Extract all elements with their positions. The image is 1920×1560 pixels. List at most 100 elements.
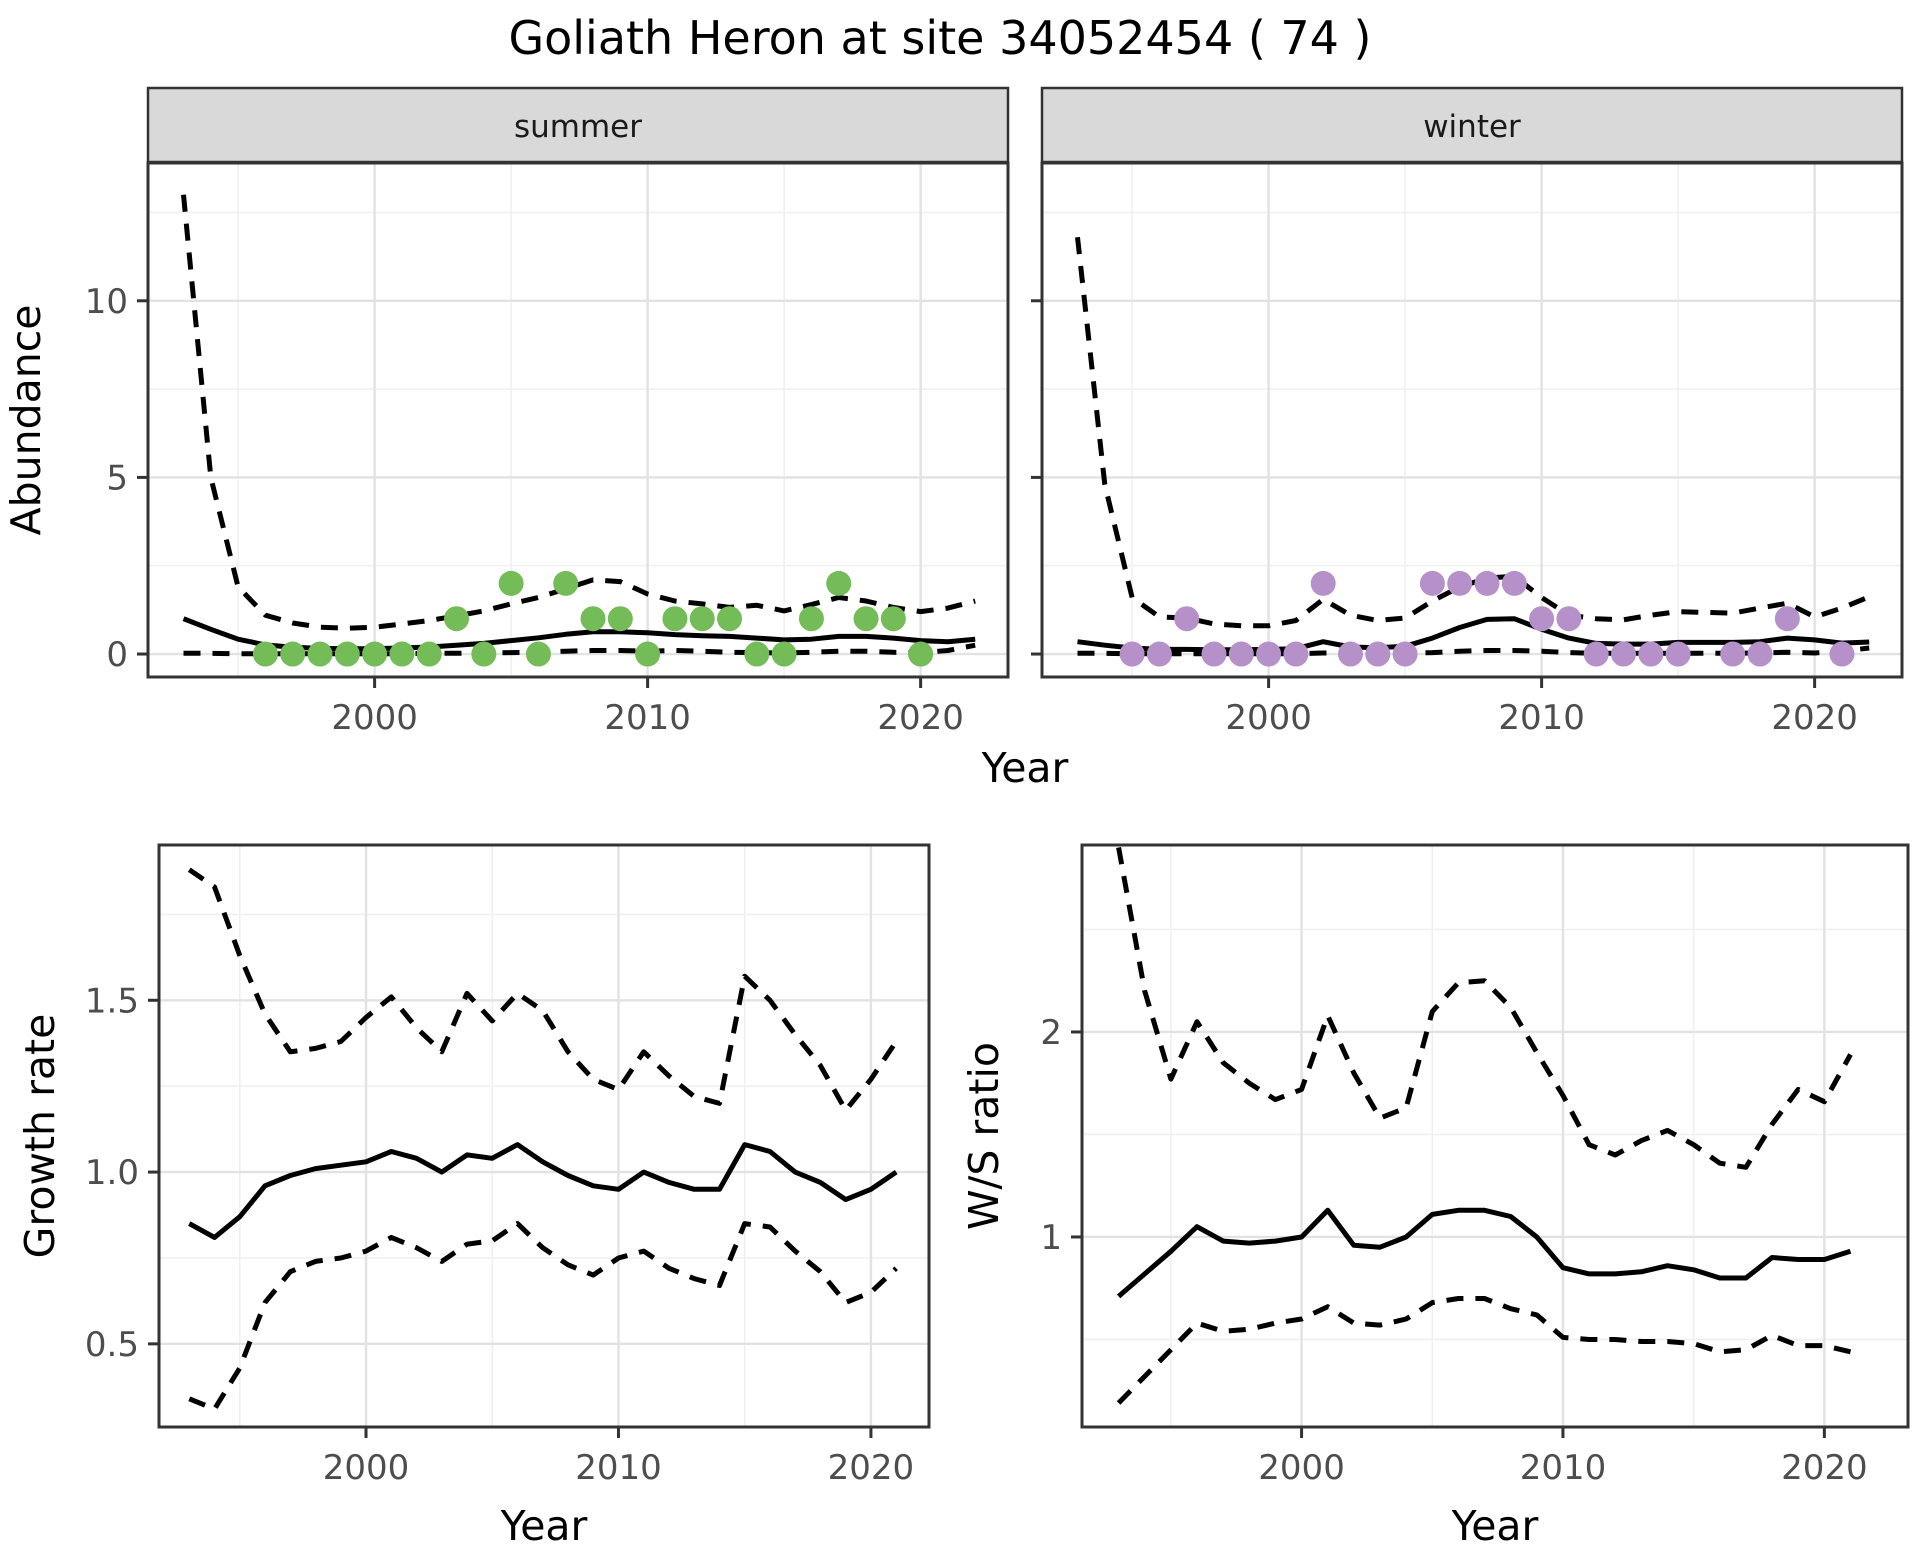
facet-strip-winter-box (1040, 86, 1904, 164)
series-lines (187, 867, 899, 1412)
data-point (662, 606, 688, 632)
growth-x-axis-title: Year (500, 1502, 588, 1550)
data-point (1474, 570, 1500, 596)
ci-lower-line (188, 1221, 898, 1412)
data-point (1720, 641, 1746, 667)
panel-border (1080, 843, 1910, 1429)
series-lines (181, 194, 976, 667)
panel-growth-rate: 2000 2010 2020 0.5 1.0 1.5 (85, 843, 931, 1488)
x-tick-label: 2020 (828, 1448, 915, 1488)
x-tick-label: 2000 (323, 1448, 410, 1488)
x-tick-label: 2000 (1258, 1448, 1345, 1488)
ws-y-axis-title: W/S ratio (960, 1042, 1008, 1230)
ws-x-axis-title: Year (1451, 1502, 1539, 1550)
data-point (1747, 641, 1773, 667)
data-point (1283, 641, 1309, 667)
data-point (416, 641, 442, 667)
y-tick-label: 5 (106, 458, 128, 498)
y-tick-label: 10 (85, 282, 128, 322)
data-point (471, 641, 497, 667)
data-point (1638, 641, 1664, 667)
ci-upper-line (1116, 847, 1853, 1170)
data-point (880, 606, 906, 632)
data-point (307, 641, 333, 667)
data-point (1419, 570, 1445, 596)
data-point (853, 606, 879, 632)
data-point (525, 641, 551, 667)
data-point (908, 641, 934, 667)
x-tick-label: 2020 (1771, 698, 1858, 738)
x-tick-label: 2010 (1520, 1448, 1607, 1488)
panel-background (1042, 163, 1902, 677)
data-point (1365, 641, 1391, 667)
abundance-x-axis-title: Year (981, 744, 1069, 792)
data-point (498, 570, 524, 596)
data-point (1119, 641, 1145, 667)
data-point (1583, 641, 1609, 667)
x-tick-label: 2020 (1781, 1448, 1868, 1488)
panel-border (157, 843, 931, 1429)
data-point (1501, 570, 1527, 596)
data-point (1774, 606, 1800, 632)
data-point (1310, 570, 1336, 596)
data-point (1228, 641, 1254, 667)
y-tick-label: 1 (1040, 1218, 1062, 1258)
data-point (1665, 641, 1691, 667)
series-lines (1075, 236, 1871, 667)
data-point (1556, 606, 1582, 632)
data-point (826, 570, 852, 596)
y-tick-label: 2 (1040, 1013, 1062, 1053)
data-point (444, 606, 470, 632)
data-point (553, 570, 579, 596)
x-tick-label: 2000 (1225, 698, 1312, 738)
data-point (280, 641, 306, 667)
abundance-y-axis-title: Abundance (2, 305, 50, 536)
data-point (1611, 641, 1637, 667)
data-point (771, 641, 797, 667)
facet-strip-winter: winter (1040, 86, 1904, 164)
panel-abundance-summer: 2000 2010 2020 0 5 10 (85, 161, 1010, 738)
data-point (1529, 606, 1555, 632)
x-tick-label: 2020 (877, 698, 964, 738)
data-point (389, 641, 415, 667)
data-point (1256, 641, 1282, 667)
mean-line (188, 1142, 898, 1240)
data-point (635, 641, 661, 667)
ci-upper-line (181, 194, 976, 631)
y-tick-label: 1.5 (85, 981, 139, 1021)
data-point (1447, 570, 1473, 596)
data-point (1338, 641, 1364, 667)
chart-title: Goliath Heron at site 34052454 ( 74 ) (508, 11, 1371, 65)
data-point (1174, 606, 1200, 632)
facet-strip-summer-box (146, 86, 1010, 164)
panel-ws-ratio: 2000 2010 2020 1 2 (1040, 843, 1910, 1488)
data-point (252, 641, 278, 667)
mean-line (1116, 1207, 1852, 1299)
y-tick-label: 1.0 (85, 1153, 139, 1193)
facet-strip-summer-label: summer (514, 109, 642, 145)
data-point (362, 641, 388, 667)
data-point (1146, 641, 1172, 667)
data-point (607, 606, 633, 632)
facet-strip-summer: summer (146, 86, 1010, 164)
panel-abundance-winter: 2000 2010 2020 (1031, 161, 1904, 738)
data-point (1392, 641, 1418, 667)
data-point (689, 606, 715, 632)
x-tick-label: 2010 (1498, 698, 1585, 738)
panel-background (159, 845, 929, 1427)
facet-strip-winter-label: winter (1423, 109, 1521, 145)
data-point (1829, 641, 1855, 667)
data-point (1201, 641, 1227, 667)
x-tick-label: 2010 (575, 1448, 662, 1488)
panel-background (148, 163, 1008, 677)
ci-lower-line (1116, 1296, 1852, 1405)
data-point (798, 606, 824, 632)
data-point (744, 641, 770, 667)
data-point (334, 641, 360, 667)
x-tick-label: 2000 (331, 698, 418, 738)
growth-y-axis-title: Growth rate (16, 1014, 64, 1259)
data-point (717, 606, 743, 632)
y-tick-label: 0.5 (85, 1325, 139, 1365)
